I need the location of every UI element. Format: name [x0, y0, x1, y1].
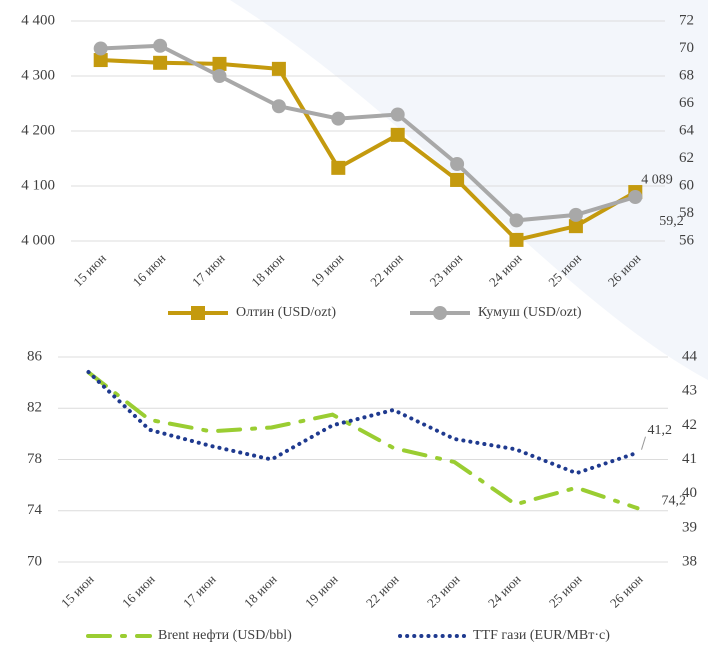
marker: [93, 53, 108, 68]
marker: [271, 61, 286, 76]
y-tick-label: 78: [27, 451, 42, 467]
x-tick-label: 24 июн: [486, 251, 525, 290]
y-tick-label: 70: [27, 553, 42, 569]
marker: [212, 56, 227, 71]
y2-tick-label: 68: [679, 67, 694, 83]
marker: [390, 127, 405, 142]
legend-label: Кумуш (USD/ozt): [478, 305, 582, 320]
legend-label: TTF гази (EUR/MBт·с): [473, 628, 610, 643]
y2-tick-label: 62: [679, 150, 694, 166]
y-tick-label: 74: [27, 502, 43, 518]
value-label: 74,2: [662, 493, 687, 508]
y2-tick-label: 66: [679, 95, 695, 111]
y-tick-label: 4 100: [21, 177, 55, 193]
x-tick-label: 17 июн: [189, 251, 228, 290]
x-tick-label: 19 июн: [308, 251, 347, 290]
y-tick-label: 4 400: [21, 12, 55, 28]
x-tick-label: 17 июн: [180, 572, 219, 611]
marker: [153, 38, 168, 53]
legend-marker: [191, 306, 205, 320]
y2-tick-label: 41: [682, 451, 697, 467]
marker: [628, 190, 643, 204]
x-tick-label: 23 июн: [427, 251, 466, 290]
y2-tick-label: 70: [679, 40, 694, 56]
y-tick-label: 82: [27, 400, 42, 416]
marker: [331, 160, 346, 175]
marker: [568, 219, 583, 234]
series-line: [100, 58, 637, 243]
y-tick-label: 4 200: [21, 122, 55, 138]
x-tick-label: 16 июн: [119, 572, 158, 611]
y2-tick-label: 40: [682, 485, 697, 501]
marker: [331, 111, 346, 126]
y-tick-label: 4 300: [21, 67, 55, 83]
x-tick-label: 15 июн: [58, 572, 97, 611]
value-label: 4 089: [641, 172, 673, 187]
legend-marker: [433, 306, 447, 320]
marker: [212, 69, 227, 83]
marker: [153, 55, 168, 70]
y2-tick-label: 43: [682, 383, 697, 399]
x-tick-label: 24 июн: [485, 572, 524, 611]
y2-tick-label: 60: [679, 177, 694, 193]
series-line: [86, 370, 640, 476]
leader-line: [641, 436, 646, 450]
marker: [509, 232, 524, 247]
x-tick-label: 16 июн: [130, 251, 169, 290]
x-tick-label: 25 июн: [546, 572, 585, 611]
marker: [450, 172, 465, 187]
y2-tick-label: 42: [682, 417, 697, 433]
value-label: 59,2: [659, 214, 684, 229]
x-tick-label: 15 июн: [70, 251, 109, 290]
y-tick-label: 4 000: [21, 232, 55, 248]
x-tick-label: 26 июн: [607, 572, 646, 611]
y2-tick-label: 56: [679, 232, 695, 248]
x-tick-label: 18 июн: [248, 251, 287, 290]
y2-tick-label: 64: [679, 122, 695, 138]
marker: [568, 207, 583, 222]
marker: [509, 213, 524, 228]
x-tick-label: 19 июн: [302, 572, 341, 611]
y2-tick-label: 72: [679, 12, 694, 28]
legend-label: Олтин (USD/ozt): [236, 305, 336, 320]
x-tick-label: 18 июн: [241, 572, 280, 611]
y2-tick-label: 44: [682, 348, 698, 364]
x-tick-label: 22 июн: [367, 251, 406, 290]
series-line: [86, 370, 640, 511]
y-tick-label: 86: [27, 348, 43, 364]
x-tick-label: 23 июн: [424, 572, 463, 611]
series-line: [100, 43, 636, 223]
x-tick-label: 22 июн: [363, 572, 402, 611]
legend-label: Brent нефти (USD/bbl): [158, 628, 292, 643]
marker: [271, 99, 286, 114]
value-label: 41,2: [648, 423, 673, 438]
y2-tick-label: 58: [679, 205, 694, 221]
y2-tick-label: 38: [682, 553, 697, 569]
marker: [450, 157, 465, 171]
marker: [93, 41, 108, 56]
marker: [390, 107, 405, 122]
y2-tick-label: 39: [682, 519, 697, 535]
